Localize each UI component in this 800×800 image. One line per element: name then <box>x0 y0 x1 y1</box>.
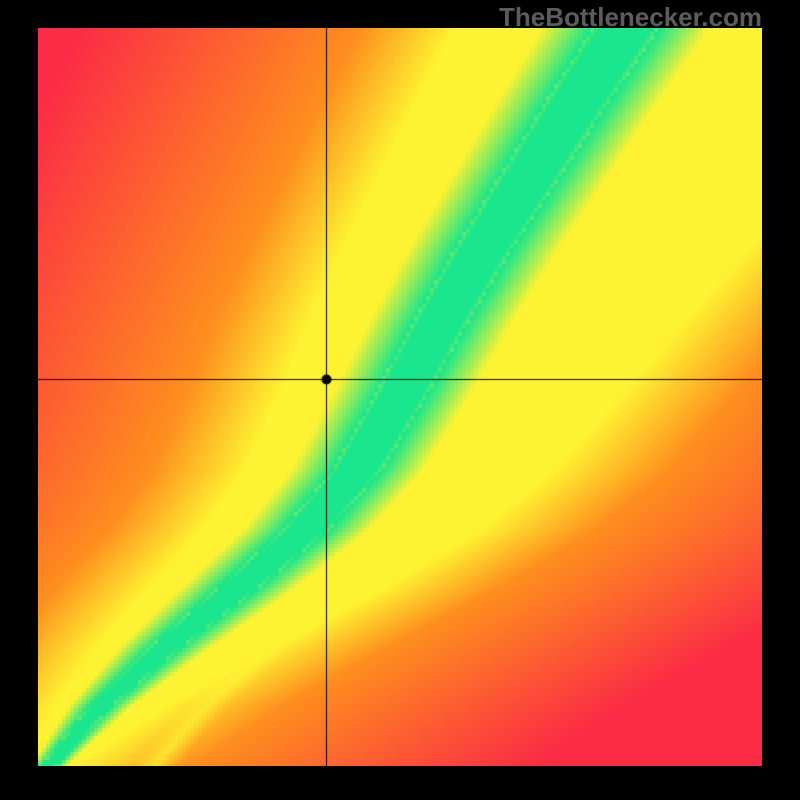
watermark-text: TheBottlenecker.com <box>499 2 762 33</box>
chart-container: TheBottlenecker.com <box>0 0 800 800</box>
bottleneck-heatmap <box>38 28 762 766</box>
